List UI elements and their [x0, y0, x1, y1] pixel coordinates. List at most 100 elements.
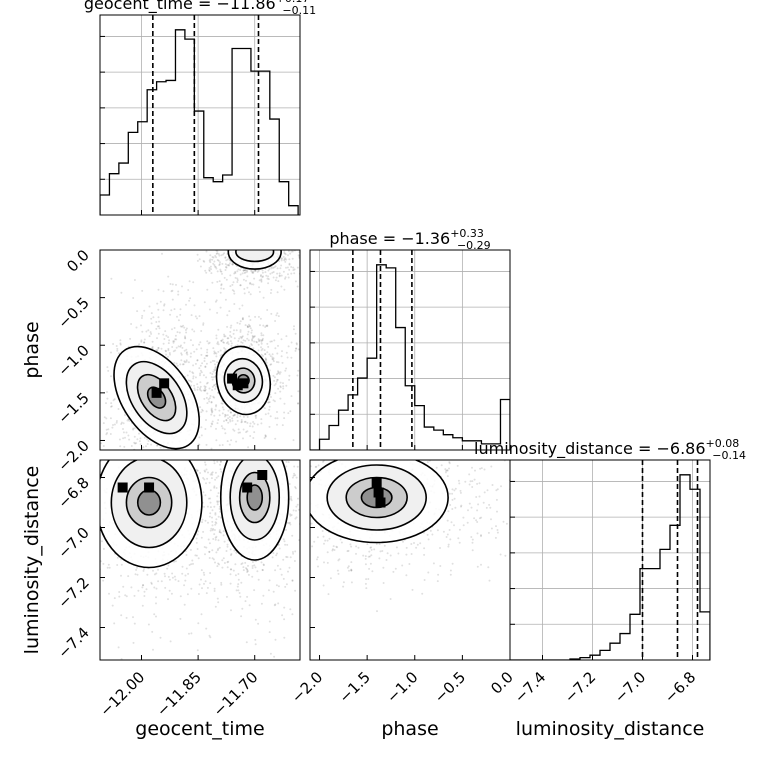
sample-point	[323, 561, 325, 564]
sample-point	[338, 558, 341, 561]
sample-point	[210, 240, 212, 242]
sample-point	[303, 261, 305, 263]
sample-point	[355, 425, 357, 427]
sample-point	[130, 454, 132, 456]
sample-point	[199, 385, 202, 388]
sample-point	[271, 271, 274, 274]
sample-point	[246, 442, 248, 444]
sample-point	[294, 280, 297, 283]
sample-point	[256, 242, 258, 244]
sample-point	[159, 446, 162, 449]
sample-point	[120, 452, 122, 454]
sample-point	[110, 277, 113, 280]
sample-point	[284, 543, 287, 546]
sample-point	[233, 272, 236, 275]
sample-point	[204, 365, 207, 368]
sample-point	[274, 265, 277, 268]
sample-point	[207, 521, 209, 524]
histogram-grid	[100, 15, 300, 215]
sample-point	[254, 240, 256, 242]
sample-point	[106, 391, 108, 393]
sample-point	[104, 380, 106, 382]
sample-point	[161, 252, 163, 255]
sample-point	[287, 236, 289, 238]
sample-point	[265, 274, 268, 277]
sample-point	[347, 565, 350, 568]
sample-point	[267, 398, 270, 401]
sample-point	[204, 663, 206, 665]
sample-point	[489, 506, 492, 509]
sample-point	[302, 497, 304, 499]
sample-point	[140, 324, 142, 327]
sample-point	[130, 455, 132, 457]
sample-point	[241, 316, 244, 319]
sample-point	[206, 477, 209, 480]
sample-point	[138, 440, 141, 443]
sample-point	[275, 361, 278, 363]
sample-point	[205, 230, 207, 232]
sample-point	[240, 337, 243, 340]
sample-point	[296, 433, 298, 435]
sample-point	[245, 431, 248, 434]
sample-point	[206, 348, 209, 351]
sample-point	[297, 254, 300, 257]
sample-point	[272, 266, 275, 269]
sample-point	[148, 454, 150, 456]
sample-point	[257, 622, 260, 625]
sample-point	[153, 456, 155, 458]
sample-point	[215, 252, 218, 255]
sample-point	[255, 340, 258, 343]
sample-point	[221, 402, 224, 405]
sample-point	[203, 505, 206, 508]
sample-point	[246, 239, 248, 241]
sample-point	[249, 437, 251, 439]
sample-point	[284, 260, 287, 263]
sample-point	[278, 275, 281, 278]
sample-point	[203, 478, 206, 481]
sample-point	[453, 524, 455, 527]
sample-point	[241, 335, 244, 338]
sample-point	[100, 442, 103, 445]
sample-point	[269, 363, 272, 366]
sample-point	[110, 405, 112, 408]
sample-point	[260, 332, 263, 335]
sample-point	[278, 547, 281, 550]
sample-point	[294, 369, 296, 371]
sample-point	[249, 238, 251, 240]
sample-point	[447, 510, 450, 513]
sample-point	[137, 589, 140, 592]
sample-point	[274, 320, 277, 322]
sample-point	[273, 339, 276, 342]
sample-point	[282, 433, 284, 435]
sample-point	[269, 415, 272, 418]
sample-point	[257, 315, 260, 318]
sample-point	[225, 419, 228, 422]
sample-point	[473, 517, 476, 520]
sample-point	[233, 329, 235, 332]
sample-point	[229, 326, 232, 329]
sample-point	[273, 247, 275, 249]
sample-point	[179, 617, 182, 620]
sample-point	[219, 233, 221, 235]
sample-point	[269, 242, 271, 244]
sample-point	[140, 339, 143, 342]
sample-point	[276, 236, 278, 238]
sample-point	[211, 516, 213, 519]
sample-point	[204, 580, 207, 583]
sample-point	[276, 236, 278, 238]
sample-point	[241, 242, 243, 244]
sample-point	[271, 556, 274, 559]
sample-point	[122, 431, 125, 434]
sample-point	[213, 444, 215, 446]
sample-point	[76, 467, 78, 469]
sample-point	[268, 425, 271, 428]
sample-point	[122, 428, 124, 430]
sample-point	[236, 247, 238, 249]
sample-point	[220, 283, 223, 286]
sample-point	[264, 353, 267, 356]
sample-point	[440, 464, 443, 467]
sample-point	[232, 414, 235, 417]
sample-point	[267, 246, 269, 248]
sample-point	[241, 304, 244, 307]
sample-point	[268, 245, 270, 247]
